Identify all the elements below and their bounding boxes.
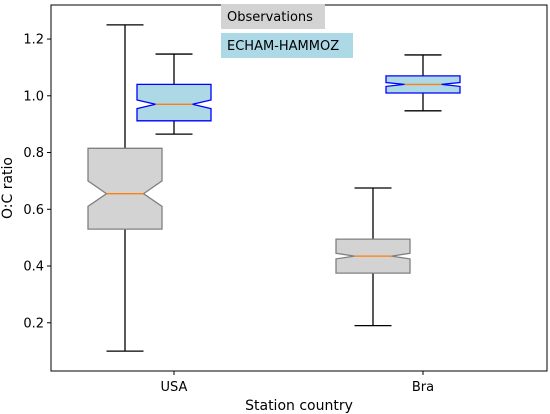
y-axis-label: O:C ratio bbox=[0, 157, 16, 219]
x-axis-label: Station country bbox=[245, 398, 353, 414]
legend: Observations ECHAM-HAMMOZ bbox=[221, 4, 353, 58]
box-echam-hammoz-usa bbox=[136, 53, 212, 135]
x-tick-label: USA bbox=[161, 380, 188, 395]
box-echam-hammoz-bra bbox=[385, 54, 461, 112]
box-observations-bra bbox=[335, 187, 411, 327]
legend-patch-echam-hammoz bbox=[221, 33, 353, 58]
y-tick-label: 0.4 bbox=[23, 260, 44, 275]
notched-box bbox=[136, 83, 212, 122]
y-tick-label: 0.8 bbox=[23, 146, 44, 161]
legend-patch-observations bbox=[221, 4, 325, 29]
y-tick-label: 1.2 bbox=[23, 33, 44, 48]
y-tick-label: 0.6 bbox=[23, 203, 44, 218]
x-tick-label: Bra bbox=[412, 380, 434, 395]
y-tick-label: 0.2 bbox=[23, 316, 44, 331]
legend-label-observations: Observations bbox=[227, 10, 313, 25]
legend-label-echam-hammoz: ECHAM-HAMMOZ bbox=[227, 39, 339, 54]
y-tick-label: 1.0 bbox=[23, 89, 44, 104]
box-observations-usa bbox=[87, 24, 163, 352]
notched-box bbox=[87, 147, 163, 230]
